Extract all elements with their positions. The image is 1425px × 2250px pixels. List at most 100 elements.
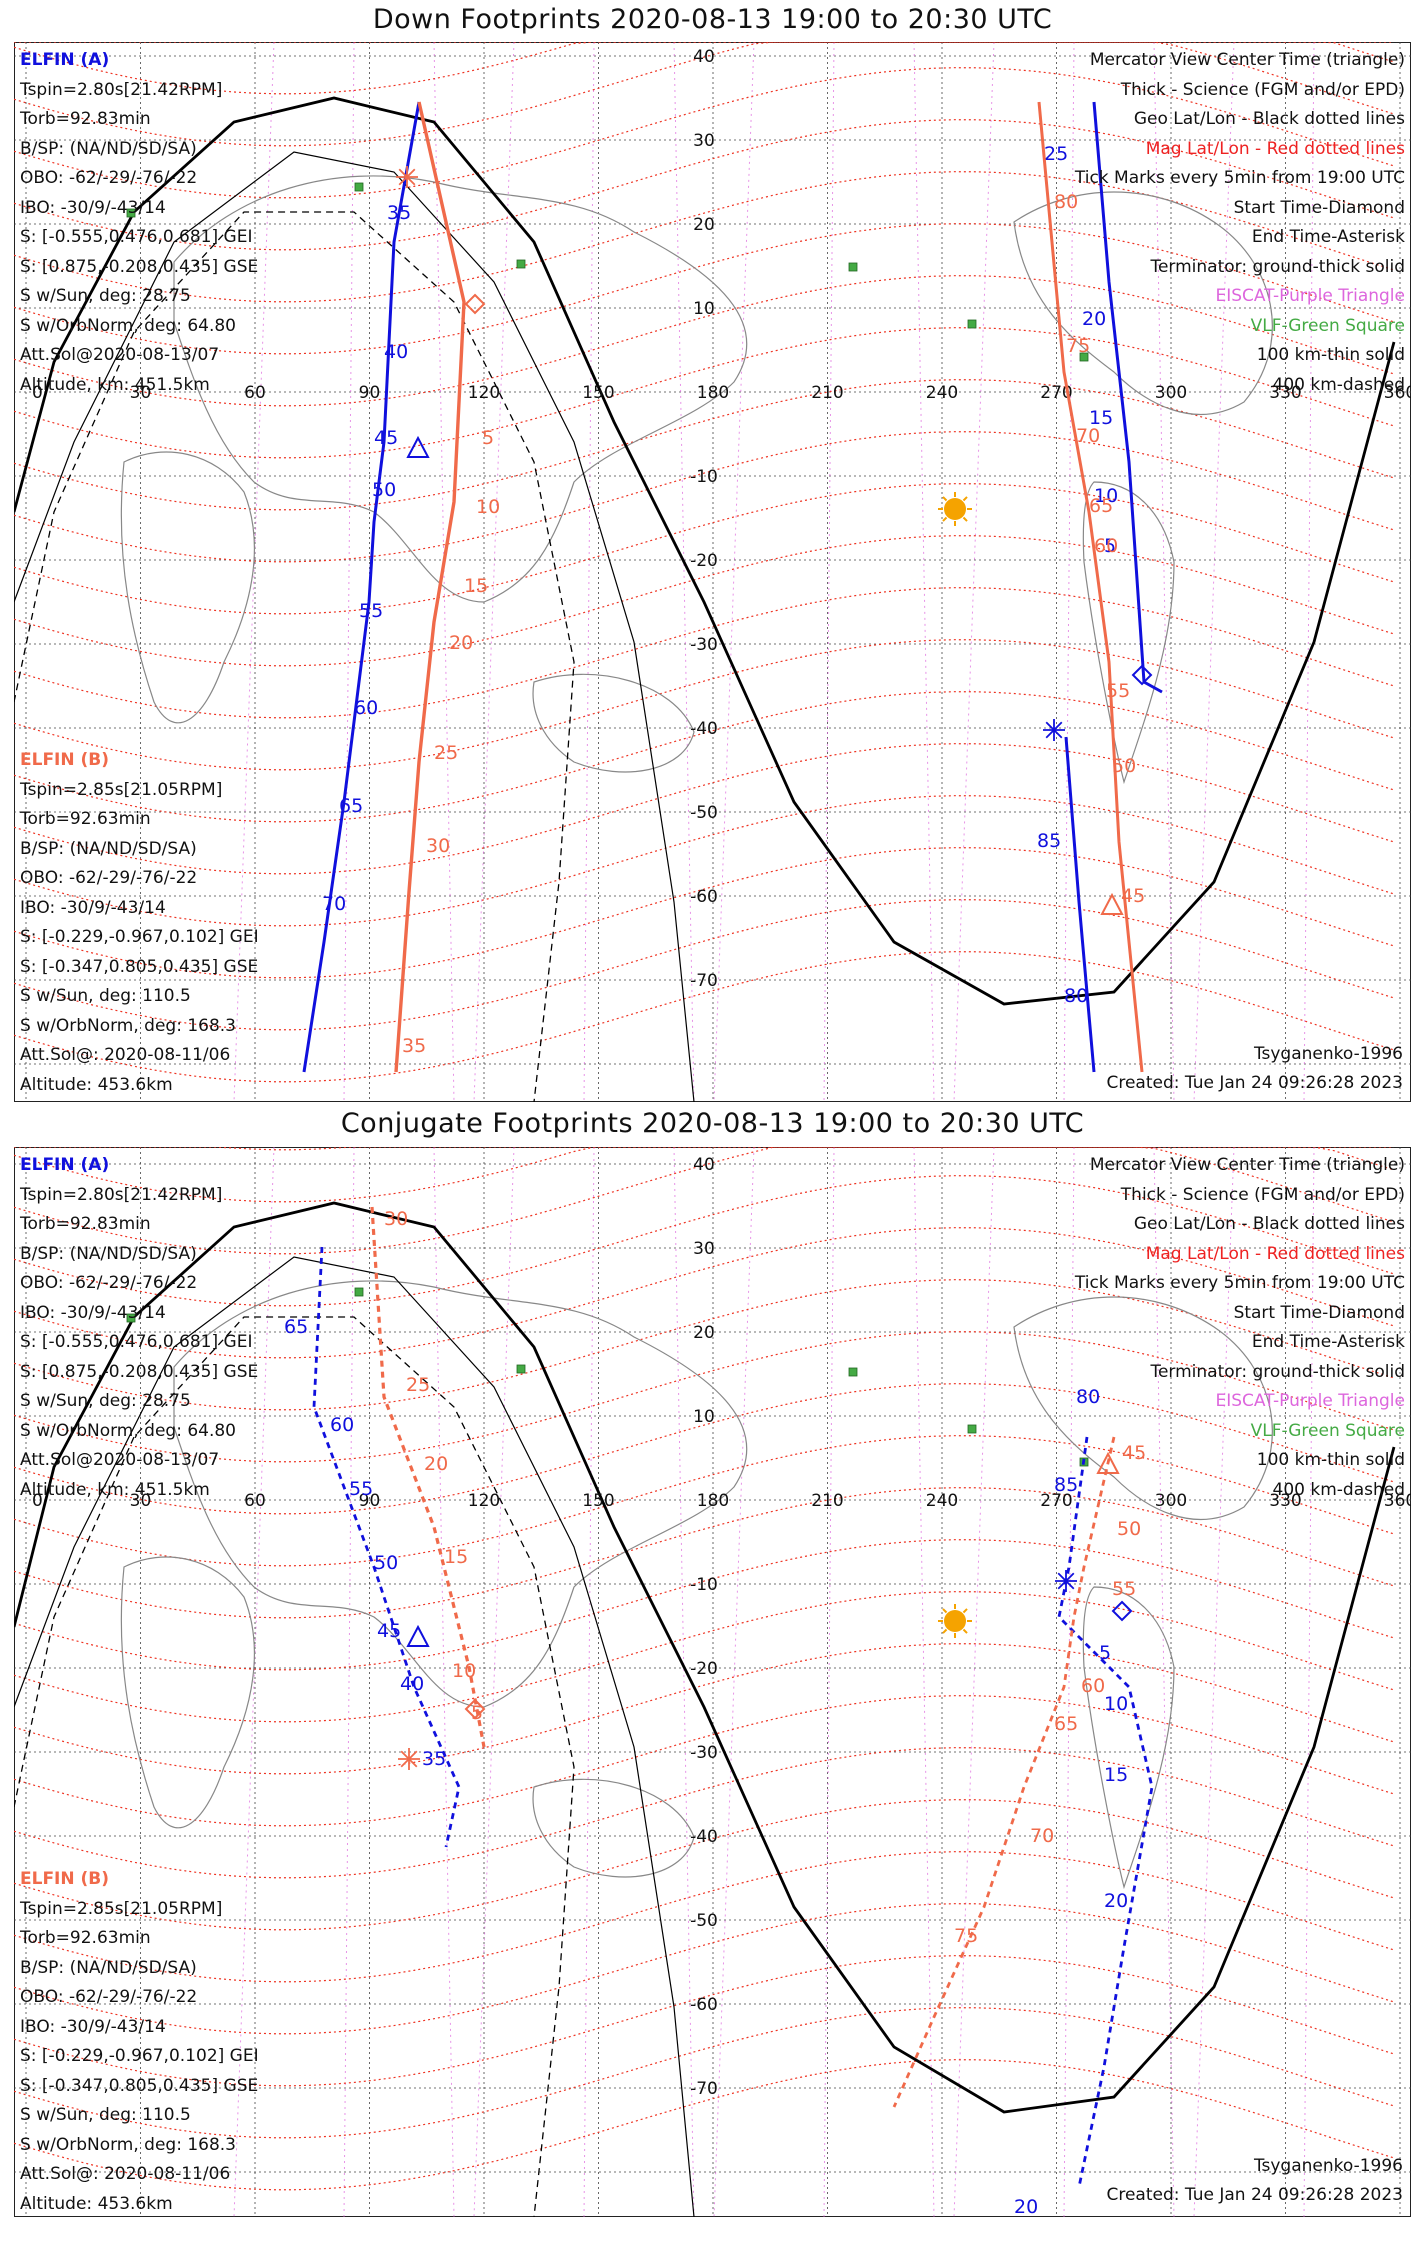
legend-item: Start Time-Diamond bbox=[1233, 1302, 1405, 1323]
lon-axis-label: 330 bbox=[1269, 383, 1301, 403]
map-panel-down bbox=[14, 42, 1411, 1102]
track-tick-label: 20 bbox=[449, 632, 473, 654]
elfin-b-header: ELFIN (B) bbox=[20, 1869, 110, 1889]
mag-lat-line bbox=[14, 795, 1395, 927]
lat-axis-label: 40 bbox=[693, 1155, 715, 1175]
info-line: Tspin=2.80s[21.42RPM] bbox=[20, 1184, 223, 1205]
vlf-station-marker bbox=[967, 319, 977, 329]
info-line: S w/Sun, deg: 28.75 bbox=[20, 286, 191, 306]
info-line: S w/Sun, deg: 110.5 bbox=[20, 2105, 191, 2125]
mag-lat-line bbox=[14, 1147, 1394, 1151]
info-line: B/SP: (NA/ND/SD/SA) bbox=[20, 1243, 197, 1264]
coastline-outline bbox=[1082, 1586, 1175, 1890]
lon-axis-label: 330 bbox=[1269, 1491, 1301, 1511]
mag-meridian-line bbox=[473, 1147, 515, 2217]
track-tick-label: 55 bbox=[349, 1478, 373, 1500]
info-line: Altitude: 453.6km bbox=[20, 2193, 173, 2214]
coastline-outline bbox=[173, 175, 748, 603]
end-asterisk-marker bbox=[400, 1750, 418, 1768]
coastline-outline bbox=[120, 1556, 256, 1829]
lat-axis-label: 40 bbox=[693, 47, 715, 67]
info-line: Torb=92.83min bbox=[20, 109, 151, 129]
info-line: OBO: -62/-29/-76/-22 bbox=[20, 1987, 198, 2007]
track-tick-label: 80 bbox=[1064, 985, 1088, 1007]
mag-lat-line bbox=[14, 535, 1395, 667]
mag-meridian-line bbox=[1153, 42, 1175, 1102]
lon-axis-label: 0 bbox=[32, 1491, 43, 1511]
lon-axis-label: 150 bbox=[582, 383, 614, 403]
lon-axis-label: 270 bbox=[1040, 1491, 1072, 1511]
track-tick-label: 10 bbox=[476, 496, 500, 518]
vlf-station-marker bbox=[848, 262, 858, 272]
lat-axis-label: -10 bbox=[690, 1575, 718, 1595]
mag-meridian-line bbox=[1063, 1147, 1075, 2217]
info-line: Tspin=2.85s[21.05RPM] bbox=[20, 779, 223, 800]
mag-meridian-line bbox=[953, 42, 995, 1102]
lon-axis-label: 360 bbox=[1384, 1491, 1411, 1511]
info-line: OBO: -62/-29/-76/-22 bbox=[20, 1273, 198, 1293]
mag-lat-line bbox=[14, 1903, 1395, 2035]
track-tick-label: 45 bbox=[1121, 885, 1145, 907]
track-tick-label: 50 bbox=[1112, 755, 1136, 777]
center-triangle-marker bbox=[406, 1624, 430, 1647]
sun-icon bbox=[944, 498, 966, 520]
track-tick-label: 60 bbox=[1094, 535, 1118, 557]
legend-item: Mag Lat/Lon - Red dotted lines bbox=[1145, 1243, 1405, 1264]
track-tick-label: 50 bbox=[1117, 1518, 1141, 1540]
track-tick-label: 40 bbox=[400, 1673, 424, 1695]
map-panel-conjugate bbox=[14, 1147, 1411, 2217]
track-tick-label: 70 bbox=[1030, 1825, 1054, 1847]
start-diamond-marker bbox=[464, 293, 486, 315]
lon-axis-label: 300 bbox=[1155, 1491, 1187, 1511]
lon-axis-label: 90 bbox=[359, 1491, 381, 1511]
mag-meridian-line bbox=[1303, 42, 1315, 1102]
start-diamond-marker bbox=[1131, 664, 1153, 686]
mag-lat-line bbox=[14, 1591, 1395, 1723]
mag-lat-line bbox=[14, 1147, 1395, 1255]
elfin-b-track bbox=[1037, 101, 1144, 1073]
track-tick-label: 5 bbox=[1104, 535, 1116, 557]
mag-lat-line bbox=[14, 223, 1395, 355]
track-tick-label: 20 bbox=[1082, 308, 1106, 330]
mag-lat-line bbox=[14, 1799, 1395, 1931]
mag-lat-line bbox=[14, 847, 1395, 979]
mag-meridian-line bbox=[673, 1147, 695, 2217]
mag-lat-line bbox=[14, 951, 1395, 1083]
coastline-outline bbox=[120, 451, 256, 724]
track-tick-label: 5 bbox=[471, 1702, 483, 1724]
track-tick-label: 55 bbox=[1106, 680, 1130, 702]
info-line: S w/Sun, deg: 28.75 bbox=[20, 1391, 191, 1411]
terminator-ground-line bbox=[14, 96, 1396, 1006]
track-tick-label: 20 bbox=[424, 1453, 448, 1475]
track-tick-label: 85 bbox=[1037, 830, 1061, 852]
track-tick-label: 25 bbox=[1044, 143, 1068, 165]
mag-lat-line bbox=[14, 42, 1395, 95]
mag-lat-line bbox=[14, 1331, 1395, 1463]
track-tick-label: 70 bbox=[322, 893, 346, 915]
track-tick-label: 20 bbox=[1104, 1890, 1128, 1912]
mag-meridian-line bbox=[473, 42, 515, 1102]
track-tick-label: 10 bbox=[1094, 485, 1118, 507]
info-line: IBO: -30/9/-43/14 bbox=[20, 897, 166, 918]
info-line: Att.Sol@2020-08-13/07 bbox=[20, 1450, 220, 1470]
track-tick-label: 15 bbox=[464, 575, 488, 597]
sun-ray bbox=[962, 1608, 968, 1614]
mag-lat-line bbox=[14, 899, 1395, 1031]
elfin-b-info: ELFIN (B) Tspin=2.85s[21.05RPM] Torb=92.… bbox=[20, 1865, 259, 2219]
mag-meridian-line bbox=[713, 42, 755, 1102]
info-line: B/SP: (NA/ND/SD/SA) bbox=[20, 838, 197, 859]
track-tick-label: 85 bbox=[1054, 1474, 1078, 1496]
track-tick-label: 20 bbox=[1014, 2196, 1038, 2217]
track-tick-label: 45 bbox=[377, 1620, 401, 1642]
legend-item: End Time-Asterisk bbox=[1251, 227, 1405, 247]
terminator-400km-line bbox=[14, 211, 575, 1102]
lat-axis-label: -30 bbox=[690, 635, 718, 655]
vlf-station-marker bbox=[516, 259, 526, 269]
legend-item: EISCAT-Purple Triangle bbox=[1215, 1391, 1405, 1411]
track-tick-label: 75 bbox=[1066, 335, 1090, 357]
track-tick-label: 25 bbox=[406, 1374, 430, 1396]
start-diamond-marker bbox=[464, 1698, 486, 1720]
end-asterisk-marker bbox=[1045, 721, 1063, 739]
mag-meridian-line bbox=[823, 1147, 835, 2217]
mag-lat-line bbox=[14, 743, 1395, 875]
